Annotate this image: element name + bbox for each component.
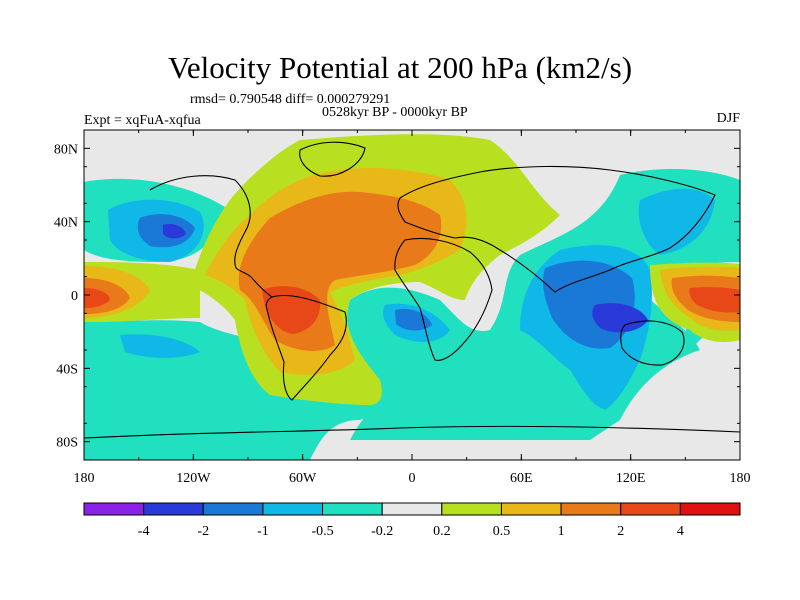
contour-region	[395, 308, 432, 331]
x-tick-label: 60W	[289, 471, 317, 486]
antarctica-coast	[84, 425, 740, 439]
y-tick-label: 80N	[54, 142, 78, 157]
south-america-coast	[265, 294, 347, 401]
x-axis: 180 120W 60W 0 60E 120E 180	[74, 130, 751, 486]
colorbar-label: 2	[617, 524, 624, 539]
y-axis: 80N 40N 0 40S 80S	[54, 129, 740, 461]
colorbar-swatch	[322, 502, 383, 516]
colorbar-label: 0.2	[433, 524, 451, 539]
chart-title: Velocity Potential at 200 hPa (km2/s)	[167, 50, 633, 85]
colorbar-swatch	[202, 502, 264, 516]
colorbar-swatch	[262, 502, 324, 516]
australia-coast	[620, 320, 685, 366]
colorbar-swatch	[500, 502, 562, 516]
x-tick-label: 120E	[616, 471, 646, 486]
colorbar-swatch	[143, 502, 204, 516]
contour-region	[638, 188, 715, 255]
colorbar-swatch	[381, 502, 443, 516]
contour-region	[163, 224, 186, 239]
greenland-coast	[299, 141, 366, 177]
colorbar-swatch	[560, 502, 622, 516]
north-america-coast	[149, 175, 273, 298]
colorbar-swatch	[620, 502, 681, 516]
season-label: DJF	[716, 111, 740, 126]
colorbar-label: 1	[558, 524, 565, 539]
x-tick-label: 0	[409, 471, 416, 486]
contour-region	[84, 288, 110, 308]
colorbar-label: -0.2	[371, 524, 393, 539]
y-tick-label: 40S	[56, 362, 78, 377]
contour-region	[689, 287, 740, 313]
y-tick-label: 40N	[54, 216, 78, 231]
experiment-label: Expt = xqFuA-xqfua	[84, 113, 201, 128]
colorbar-label: -4	[138, 524, 150, 539]
europe-asia-coast	[397, 165, 716, 293]
colorbar-label: 0.5	[493, 524, 511, 539]
colorbar-label: -2	[197, 524, 209, 539]
x-tick-label: 120W	[176, 471, 211, 486]
contour-field	[84, 130, 740, 460]
colorbar-label: -1	[257, 524, 269, 539]
colorbar-label: 4	[677, 524, 684, 539]
x-tick-label: 180	[730, 471, 751, 486]
y-tick-label: 80S	[56, 436, 78, 451]
x-tick-label: 180	[74, 471, 95, 486]
colorbar: -4 -2 -1 -0.5 -0.2 0.2 0.5 1 2 4	[83, 502, 741, 539]
contour-region	[592, 303, 648, 333]
y-tick-label: 0	[71, 289, 78, 304]
period-text: 0528kyr BP - 0000kyr BP	[322, 105, 468, 120]
africa-coast	[394, 237, 493, 361]
colorbar-label: -0.5	[311, 524, 333, 539]
stats-text: rmsd= 0.790548 diff= 0.000279291	[190, 92, 391, 107]
x-tick-label: 60E	[510, 471, 533, 486]
colorbar-swatch	[679, 502, 741, 516]
colorbar-swatch	[441, 502, 502, 516]
colorbar-swatch	[83, 502, 145, 516]
coastlines	[84, 141, 740, 439]
contour-region	[120, 334, 200, 358]
